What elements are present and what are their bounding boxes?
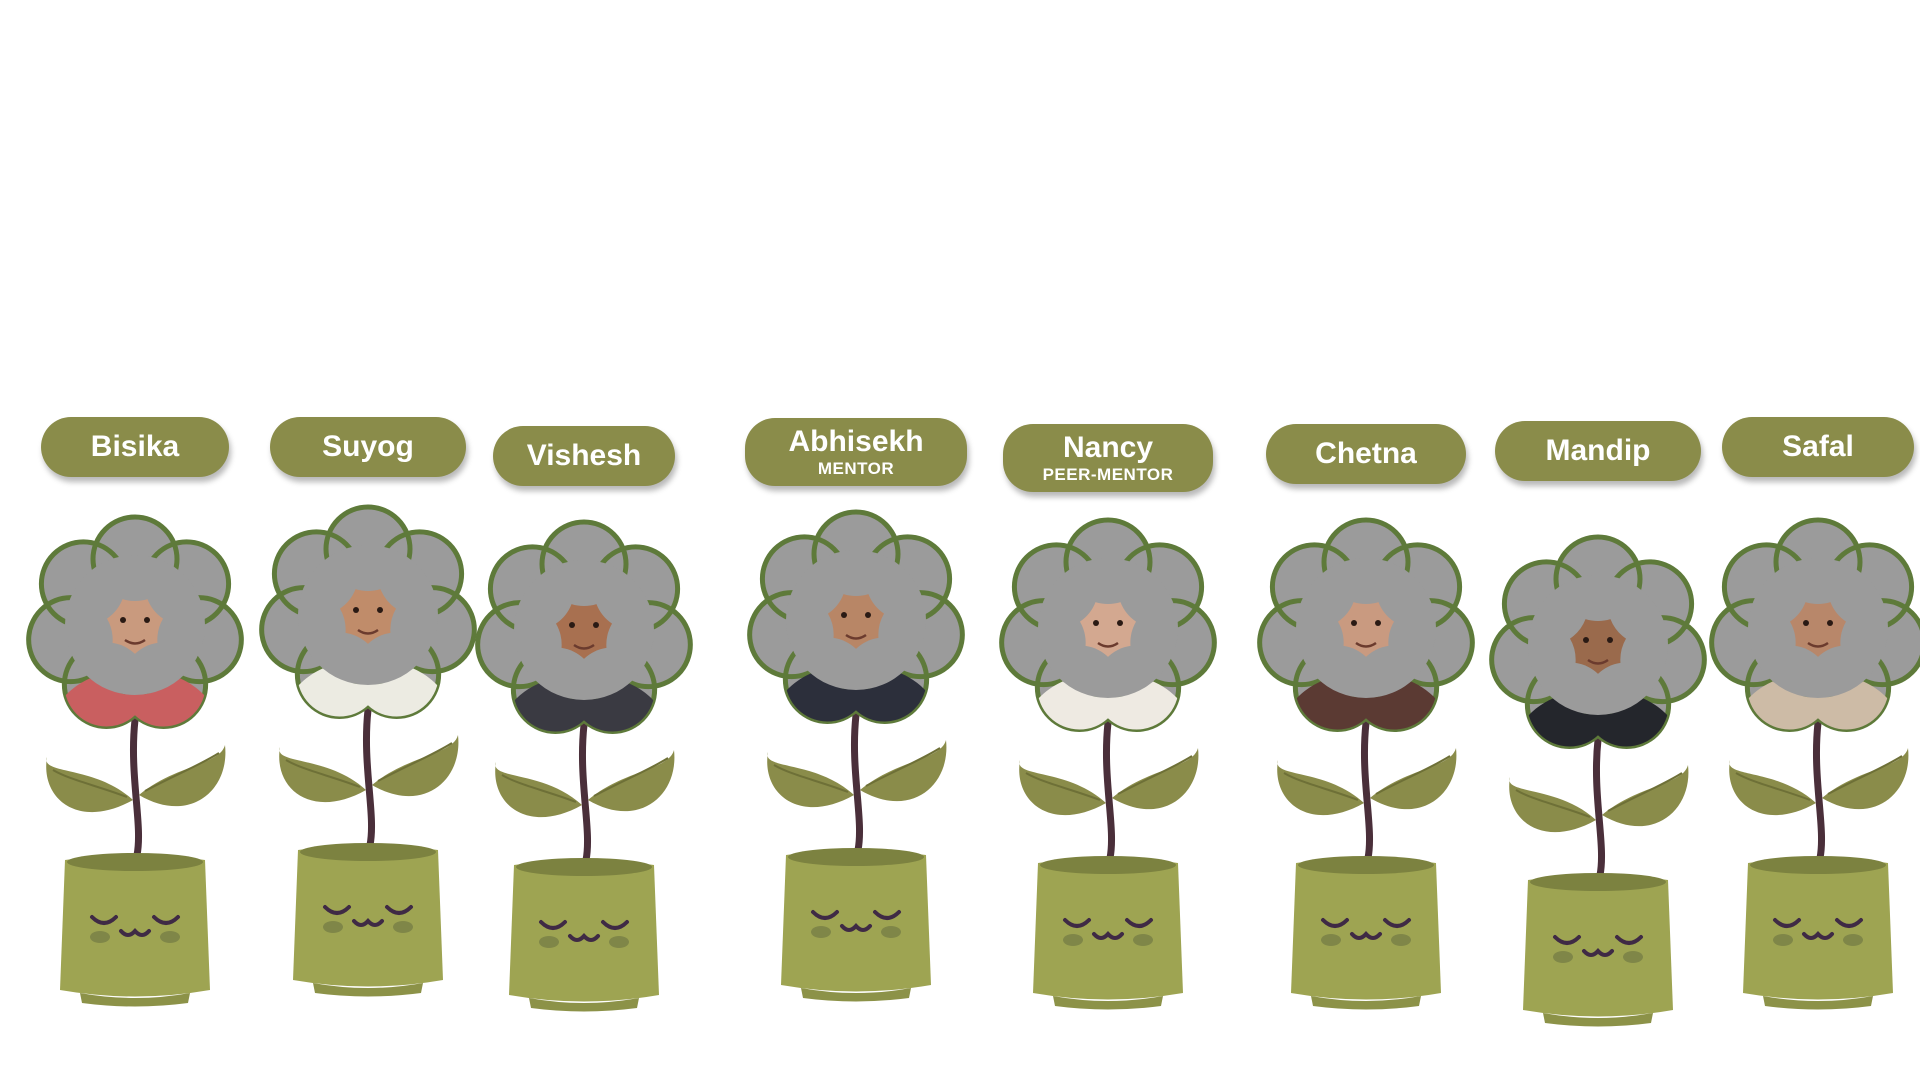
name-label-pill: Vishesh <box>493 426 675 486</box>
leaf-right <box>860 740 947 802</box>
stem <box>578 721 592 864</box>
member-role: PEER-MENTOR <box>1042 465 1174 484</box>
member-name: Nancy <box>1062 431 1154 464</box>
flower-head <box>747 509 965 724</box>
flower-head <box>475 519 693 734</box>
flower-head <box>999 517 1217 732</box>
smiling-pot <box>60 853 210 1007</box>
member-name: Chetna <box>1315 437 1417 470</box>
stem <box>850 711 864 854</box>
member-card: Mandip <box>1483 0 1713 1080</box>
member-card: Vishesh <box>469 0 699 1080</box>
leaf-left <box>279 747 366 803</box>
flower-pot-illustration <box>20 505 250 1025</box>
leaf-right <box>588 750 675 812</box>
leaf-left <box>1277 760 1364 816</box>
member-card: Chetna <box>1251 0 1481 1080</box>
member-name: Vishesh <box>526 439 642 472</box>
member-card: Abhisekh MENTOR <box>741 0 971 1080</box>
flower-pot-illustration <box>253 495 483 1015</box>
leaf-right <box>1112 748 1199 810</box>
stem <box>1360 719 1374 862</box>
leaf-right <box>372 735 459 797</box>
flower-pot-illustration <box>993 508 1223 1028</box>
flower-pot-illustration <box>1251 508 1481 1028</box>
name-label-pill: Bisika <box>41 417 229 477</box>
smiling-pot <box>509 858 659 1012</box>
flower-pot-illustration <box>741 500 971 1020</box>
name-label-pill: Chetna <box>1266 424 1466 484</box>
leaf-right <box>139 745 226 807</box>
leaf-right <box>1822 748 1909 810</box>
member-name: Mandip <box>1545 434 1651 467</box>
stem <box>1812 719 1826 862</box>
flower-pot-illustration <box>1483 525 1713 1045</box>
member-card: Nancy PEER-MENTOR <box>993 0 1223 1080</box>
member-role: MENTOR <box>817 459 895 478</box>
smiling-pot <box>1291 856 1441 1010</box>
flower-head <box>259 504 477 719</box>
leaf-left <box>1729 760 1816 816</box>
member-name: Safal <box>1782 430 1854 463</box>
member-card: Safal <box>1703 0 1920 1080</box>
member-card: Bisika <box>20 0 250 1080</box>
member-card: Suyog <box>253 0 483 1080</box>
leaf-left <box>1509 777 1596 833</box>
member-name: Abhisekh <box>788 425 924 458</box>
smiling-pot <box>1743 856 1893 1010</box>
flower-head <box>26 514 244 729</box>
leaf-left <box>767 752 854 808</box>
member-name: Suyog <box>322 430 414 463</box>
name-label-pill: Safal <box>1722 417 1914 477</box>
leaf-left <box>1019 760 1106 816</box>
name-label-pill: Nancy PEER-MENTOR <box>1003 424 1213 492</box>
leaf-left <box>495 762 582 818</box>
stem <box>129 716 143 859</box>
smiling-pot <box>293 843 443 997</box>
flower-head <box>1709 517 1920 732</box>
stem <box>1592 736 1606 879</box>
flower-head <box>1489 534 1707 749</box>
member-name: Bisika <box>90 430 180 463</box>
flower-pot-illustration <box>469 510 699 1030</box>
name-label-pill: Suyog <box>270 417 466 477</box>
flower-head <box>1257 517 1475 732</box>
stem <box>1102 719 1116 862</box>
smiling-pot <box>1523 873 1673 1027</box>
smiling-pot <box>781 848 931 1002</box>
leaf-right <box>1602 765 1689 827</box>
leaf-right <box>1370 748 1457 810</box>
flower-pot-illustration <box>1703 508 1920 1028</box>
leaf-left <box>46 757 133 813</box>
name-label-pill: Mandip <box>1495 421 1701 481</box>
stem <box>362 706 376 849</box>
name-label-pill: Abhisekh MENTOR <box>745 418 967 486</box>
smiling-pot <box>1033 856 1183 1010</box>
